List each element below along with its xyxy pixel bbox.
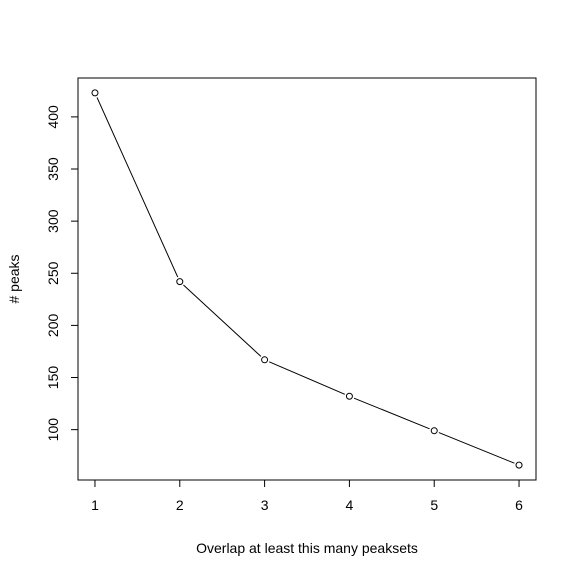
data-point bbox=[176, 278, 184, 286]
data-point bbox=[345, 392, 353, 400]
x-tick-label: 6 bbox=[515, 497, 523, 513]
y-axis: 100 150 200 250 300 350 400 bbox=[45, 105, 79, 442]
y-axis-title: # peaks bbox=[6, 254, 22, 303]
y-tick-label: 150 bbox=[45, 366, 61, 390]
series-line-segment bbox=[438, 432, 515, 464]
x-tick-label: 2 bbox=[176, 497, 184, 513]
plot-frame bbox=[77, 77, 537, 481]
data-point bbox=[91, 89, 99, 97]
data-point bbox=[430, 427, 438, 435]
series-line-segment bbox=[268, 361, 346, 395]
x-tick-label: 1 bbox=[91, 497, 99, 513]
y-tick-label: 250 bbox=[45, 261, 61, 285]
x-axis: 1 2 3 4 5 6 bbox=[91, 479, 523, 513]
y-tick-label: 350 bbox=[45, 157, 61, 181]
y-tick-label: 400 bbox=[45, 105, 61, 129]
y-tick-label: 200 bbox=[45, 314, 61, 338]
x-tick-label: 3 bbox=[261, 497, 269, 513]
series-line-segment bbox=[353, 397, 430, 430]
y-tick-label: 300 bbox=[45, 209, 61, 233]
x-tick-label: 5 bbox=[430, 497, 438, 513]
y-tick-label: 100 bbox=[45, 418, 61, 442]
series-line-segment bbox=[96, 97, 179, 278]
series-layer bbox=[91, 89, 523, 469]
data-point bbox=[515, 461, 523, 469]
x-tick-label: 4 bbox=[346, 497, 354, 513]
series-line-segment bbox=[183, 284, 262, 357]
x-axis-title: Overlap at least this many peaksets bbox=[196, 540, 418, 556]
data-point bbox=[261, 356, 269, 364]
